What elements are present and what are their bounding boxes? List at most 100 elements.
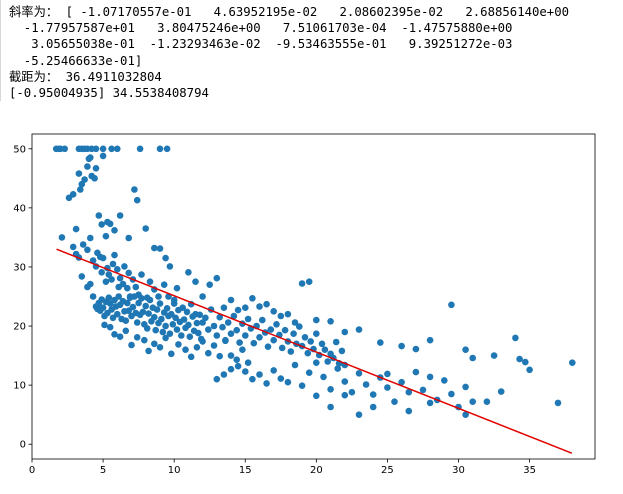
y-tick-label: 30	[13, 262, 26, 273]
notebook-output: 斜率为： [ -1.07170557e-01 4.63952195e-02 2.…	[0, 0, 623, 102]
data-point	[244, 359, 252, 366]
data-point	[412, 345, 420, 353]
chart-marks	[52, 145, 576, 454]
data-point	[512, 334, 519, 342]
data-point	[334, 365, 342, 372]
data-point	[234, 306, 242, 314]
data-point	[332, 338, 340, 346]
data-point	[75, 170, 83, 177]
data-point	[87, 280, 94, 288]
data-point	[61, 145, 68, 153]
data-point	[95, 302, 103, 310]
data-point	[89, 293, 97, 300]
data-point	[441, 377, 448, 384]
data-point	[173, 326, 181, 333]
y-tick-label: 20	[13, 322, 26, 333]
data-point	[98, 221, 105, 228]
data-point	[230, 312, 238, 320]
data-point	[227, 352, 235, 359]
data-point	[516, 355, 523, 363]
data-point	[145, 347, 152, 355]
data-point	[391, 398, 398, 406]
data-point	[179, 304, 186, 311]
data-point	[185, 321, 192, 329]
x-tick-label: 35	[523, 465, 536, 476]
data-point	[448, 301, 455, 309]
data-point	[210, 342, 218, 349]
data-point	[87, 234, 94, 242]
data-point	[236, 339, 243, 346]
data-point	[216, 352, 223, 360]
data-point	[166, 330, 174, 337]
data-point	[497, 388, 505, 395]
data-point	[116, 274, 124, 282]
x-tick-label: 10	[168, 465, 181, 476]
data-point	[95, 212, 103, 219]
data-point	[187, 353, 195, 361]
data-point	[105, 271, 113, 278]
data-point	[244, 315, 252, 323]
scatter-plot: 0 5 10 15 20 25 30 35 0 10 20 30 40 50	[0, 129, 623, 489]
data-point	[369, 403, 377, 411]
x-tick-label: 25	[381, 465, 394, 476]
data-point	[462, 411, 469, 419]
console-line: 截距为： 36.4911032804	[9, 69, 162, 84]
data-point	[462, 383, 469, 391]
data-point	[469, 398, 477, 406]
data-point	[84, 163, 91, 170]
data-point	[166, 263, 174, 270]
data-point	[199, 338, 206, 345]
data-point	[291, 361, 299, 369]
data-point	[227, 365, 235, 373]
data-point	[305, 369, 313, 376]
data-point	[155, 293, 162, 300]
data-point	[202, 314, 209, 322]
data-point	[313, 330, 320, 337]
data-point	[277, 375, 285, 382]
data-point	[92, 145, 100, 153]
data-point	[227, 296, 235, 304]
data-point	[318, 340, 326, 348]
regression-line	[56, 248, 573, 454]
data-point	[115, 293, 122, 300]
data-point	[384, 370, 391, 378]
data-point	[213, 332, 221, 339]
data-point	[111, 227, 118, 234]
data-point	[145, 310, 152, 317]
data-point	[462, 346, 469, 353]
data-point	[199, 293, 206, 300]
y-tick-label: 50	[13, 144, 26, 155]
x-tick-label: 5	[100, 465, 106, 476]
data-point	[426, 399, 434, 407]
data-point	[163, 305, 171, 312]
data-point	[119, 280, 127, 288]
data-point	[175, 341, 182, 348]
data-point	[131, 293, 138, 300]
y-tick-label: 40	[13, 203, 26, 214]
data-point	[106, 220, 114, 228]
data-point	[298, 382, 306, 389]
data-point	[355, 370, 363, 377]
data-point	[114, 145, 121, 153]
data-point	[256, 334, 263, 341]
data-point	[227, 330, 235, 337]
data-point	[146, 296, 154, 304]
data-point	[136, 145, 144, 153]
data-point	[313, 359, 320, 366]
data-point	[301, 334, 309, 341]
data-point	[131, 186, 138, 193]
data-point	[526, 366, 533, 374]
data-point	[249, 295, 256, 302]
data-point	[108, 145, 115, 153]
data-point	[183, 308, 191, 316]
data-point	[290, 330, 297, 337]
data-point	[125, 234, 132, 242]
data-point	[220, 371, 228, 378]
data-point	[355, 326, 363, 333]
data-point	[206, 281, 213, 288]
data-point	[111, 331, 118, 338]
data-point	[321, 346, 329, 353]
console-line: 斜率为： [ -1.07170557e-01 4.63952195e-02 2.…	[9, 5, 570, 19]
data-point	[327, 403, 334, 411]
chart-axes: 0 5 10 15 20 25 30 35 0 10 20 30 40 50	[13, 133, 596, 476]
